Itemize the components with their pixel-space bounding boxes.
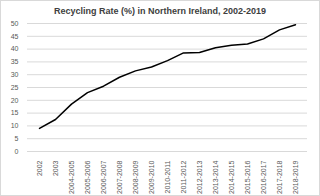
svg-text:45: 45 xyxy=(11,33,19,40)
svg-text:2007-2008: 2007-2008 xyxy=(116,160,123,194)
svg-text:2004-2005: 2004-2005 xyxy=(68,160,75,194)
svg-text:2012-2013: 2012-2013 xyxy=(196,160,203,194)
svg-text:2006-2007: 2006-2007 xyxy=(100,160,107,194)
svg-text:20: 20 xyxy=(11,97,19,104)
svg-text:40: 40 xyxy=(11,45,19,52)
svg-text:2008-2009: 2008-2009 xyxy=(132,160,139,194)
svg-text:10: 10 xyxy=(11,122,19,129)
svg-text:2015-2016: 2015-2016 xyxy=(244,160,251,194)
svg-text:50: 50 xyxy=(11,20,19,27)
svg-text:2014-2015: 2014-2015 xyxy=(228,160,235,194)
svg-text:5: 5 xyxy=(15,135,19,142)
svg-text:35: 35 xyxy=(11,58,19,65)
svg-text:2010-2011: 2010-2011 xyxy=(164,160,171,193)
svg-text:0: 0 xyxy=(15,148,19,155)
svg-text:2005-2006: 2005-2006 xyxy=(84,160,91,194)
svg-text:30: 30 xyxy=(11,71,19,78)
svg-text:25: 25 xyxy=(11,84,19,91)
svg-text:2003: 2003 xyxy=(52,160,59,176)
svg-text:2017-2018: 2017-2018 xyxy=(276,160,283,194)
svg-text:2013-2014: 2013-2014 xyxy=(212,160,219,194)
svg-text:2018-2019: 2018-2019 xyxy=(292,160,299,194)
svg-text:2002: 2002 xyxy=(36,160,43,176)
svg-text:2009-2010: 2009-2010 xyxy=(148,160,155,194)
svg-text:15: 15 xyxy=(11,109,19,116)
html-text:Recycling Rate (%) in Northern: Recycling Rate (%) in Northern Ireland, … xyxy=(54,6,266,16)
svg-text:2011-2012: 2011-2012 xyxy=(180,160,187,193)
svg-text:2016-2017: 2016-2017 xyxy=(260,160,267,194)
